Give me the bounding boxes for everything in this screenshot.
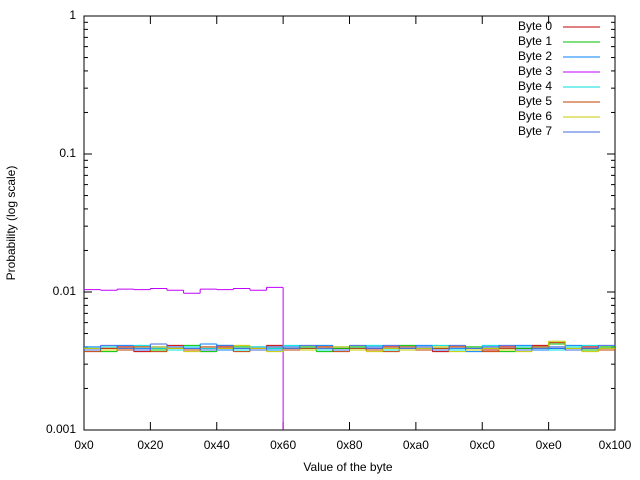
legend-label: Byte 0 [518, 19, 552, 33]
legend-label: Byte 4 [518, 79, 552, 93]
legend-label: Byte 5 [518, 94, 552, 108]
y-tick-label: 0.001 [46, 422, 76, 436]
x-tick-label: 0x60 [270, 438, 296, 452]
y-tick-label: 0.1 [59, 146, 76, 160]
x-tick-label: 0x40 [204, 438, 230, 452]
x-tick-label: 0xa0 [403, 438, 429, 452]
legend-label: Byte 6 [518, 109, 552, 123]
y-tick-label: 0.01 [53, 284, 77, 298]
legend-label: Byte 1 [518, 34, 552, 48]
y-tick-label: 1 [69, 8, 76, 22]
x-tick-label: 0xc0 [470, 438, 496, 452]
y-axis-label: Probability (log scale) [4, 166, 18, 281]
legend-label: Byte 7 [518, 124, 552, 138]
x-tick-label: 0x100 [599, 438, 632, 452]
x-tick-label: 0x80 [336, 438, 362, 452]
x-tick-label: 0x20 [137, 438, 163, 452]
x-tick-label: 0xe0 [536, 438, 562, 452]
legend-label: Byte 2 [518, 49, 552, 63]
legend-label: Byte 3 [518, 64, 552, 78]
x-tick-label: 0x0 [74, 438, 94, 452]
x-axis-label: Value of the byte [303, 460, 393, 474]
